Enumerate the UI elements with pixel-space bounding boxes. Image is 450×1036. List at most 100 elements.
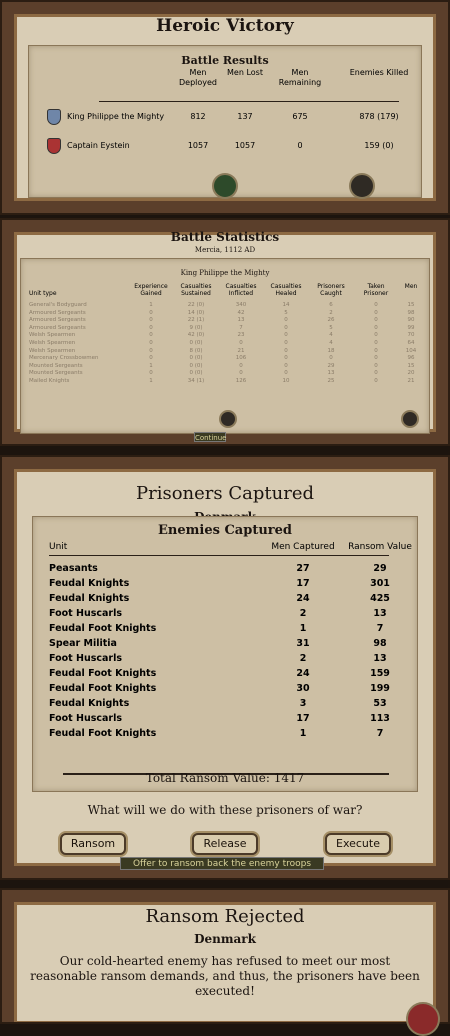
stat-value: 21 <box>407 378 415 384</box>
stat-value: 90 <box>407 317 415 324</box>
stat-value: 0 <box>284 317 288 324</box>
faction-shield <box>47 109 61 125</box>
stat-value: 22 (1) <box>187 317 205 324</box>
prisoner-value: 17 <box>296 713 310 724</box>
result-value: 137 <box>237 112 253 121</box>
stat-value: 6 <box>329 302 333 308</box>
stat-value: 106 <box>235 355 247 362</box>
result-value: 812 <box>190 112 206 121</box>
stat-value: 0 (0) <box>189 340 203 346</box>
prisoner-value: 27 <box>296 563 310 574</box>
column-header: Men Captured <box>271 542 335 552</box>
prisoner-value: 29 <box>373 563 387 574</box>
stat-value: 104 <box>405 347 417 354</box>
confirm-button[interactable] <box>212 173 238 199</box>
action-button[interactable]: Execute <box>325 833 391 855</box>
stat-value: 9 (0) <box>189 324 203 331</box>
stat-value: 0 <box>149 355 153 362</box>
stat-value: 0 <box>149 317 153 324</box>
column-header: Unit <box>49 542 68 552</box>
stat-value: 99 <box>407 324 415 331</box>
prisoner-value: 2 <box>299 653 307 664</box>
general-name: King Philippe the Mighty <box>180 269 270 277</box>
stat-value: 0 <box>374 324 378 331</box>
stat-value: 13 <box>327 370 335 377</box>
stat-value: 0 <box>374 355 378 362</box>
stat-value: 22 (0) <box>187 302 205 308</box>
rejected-panel: Ransom Rejected Denmark Our cold-hearted… <box>0 888 450 1036</box>
stat-value: 0 <box>284 355 288 362</box>
total-ransom: Total Ransom Value: 1417 <box>145 771 305 785</box>
victory-panel: Heroic Victory Battle Results Men Deploy… <box>0 0 450 215</box>
stat-value: 14 <box>282 302 290 308</box>
stat-value: 340 <box>235 302 247 308</box>
prisoner-value: 113 <box>370 713 390 724</box>
unit-name: Feudal Knights <box>49 578 130 589</box>
stat-value: 1 <box>149 378 153 384</box>
result-value: 1057 <box>187 141 209 150</box>
stat-value: 5 <box>284 309 288 316</box>
prisoner-value: 24 <box>296 593 310 604</box>
statistics-subtitle: Mercia, 1112 AD <box>194 246 256 254</box>
stat-value: 13 <box>237 317 245 324</box>
details-button[interactable] <box>401 410 419 428</box>
column-header: Men <box>404 283 418 290</box>
prisoner-value: 13 <box>373 653 387 664</box>
stat-value: 0 (0) <box>189 362 203 369</box>
prisoner-value: 2 <box>299 608 307 619</box>
unit-name: Mounted Sergeants <box>29 362 83 369</box>
prisoners-panel: Prisoners Captured Denmark Enemies Captu… <box>0 455 450 880</box>
result-value: 0 <box>297 141 303 150</box>
unit-name: Feudal Foot Knights <box>49 683 157 694</box>
column-header: Taken Prisoner <box>363 283 389 297</box>
stat-value: 15 <box>407 362 415 369</box>
column-header: Experience Gained <box>134 283 168 297</box>
column-header: Ransom Value <box>348 542 412 552</box>
stat-value: 1 <box>149 362 153 369</box>
stat-value: 8 (0) <box>189 347 203 354</box>
continue-button[interactable] <box>219 410 237 428</box>
unit-name: Armoured Sergeants <box>29 309 86 316</box>
prisoner-value: 30 <box>296 683 310 694</box>
stat-value: 0 <box>284 362 288 369</box>
stat-value: 0 <box>374 332 378 339</box>
unit-name: Welsh Spearmen <box>29 332 76 339</box>
prisoner-value: 159 <box>370 668 390 679</box>
prisoner-value: 7 <box>376 623 384 634</box>
stat-value: 20 <box>407 370 415 377</box>
stat-value: 42 (0) <box>187 332 205 339</box>
unit-name: Mounted Sergeants <box>29 370 83 377</box>
unit-name: Spear Militia <box>49 638 117 649</box>
captured-heading: Enemies Captured <box>158 523 292 538</box>
stat-value: 5 <box>329 324 333 331</box>
stat-value: 2 <box>329 309 333 316</box>
unit-name: Feudal Foot Knights <box>49 623 157 634</box>
stat-value: 26 <box>327 317 335 324</box>
statistics-box: King Philippe the Mighty Unit type Experi… <box>20 258 430 434</box>
stat-value: 42 <box>237 309 245 316</box>
column-header: Men Lost <box>227 68 263 77</box>
result-value: 878 (179) <box>359 112 399 121</box>
stat-value: 4 <box>329 340 333 346</box>
stat-value: 64 <box>407 340 415 346</box>
action-button[interactable]: Ransom <box>60 833 126 855</box>
stat-value: 15 <box>407 302 415 308</box>
action-button[interactable]: Release <box>192 833 258 855</box>
statistics-table: Unit type Experience Gained Casualties Sus… <box>21 259 431 435</box>
result-value: 1057 <box>234 141 256 150</box>
prisoner-value: 7 <box>376 728 384 739</box>
confirm-button[interactable] <box>406 1002 440 1036</box>
divider <box>63 773 389 775</box>
stat-value: 0 <box>374 378 378 384</box>
stat-value: 18 <box>327 347 335 354</box>
details-button[interactable] <box>349 173 375 199</box>
result-value: 675 <box>292 112 308 121</box>
stat-value: 0 <box>149 370 153 377</box>
unit-name: Mercenary Crossbowmen <box>29 355 99 362</box>
stat-value: 0 <box>239 362 243 369</box>
stat-value: 0 <box>239 340 243 346</box>
stat-value: 10 <box>282 378 290 384</box>
unit-name: Mailed Knights <box>29 378 70 384</box>
prisoner-value: 3 <box>299 698 307 709</box>
stat-value: 0 <box>329 355 333 362</box>
